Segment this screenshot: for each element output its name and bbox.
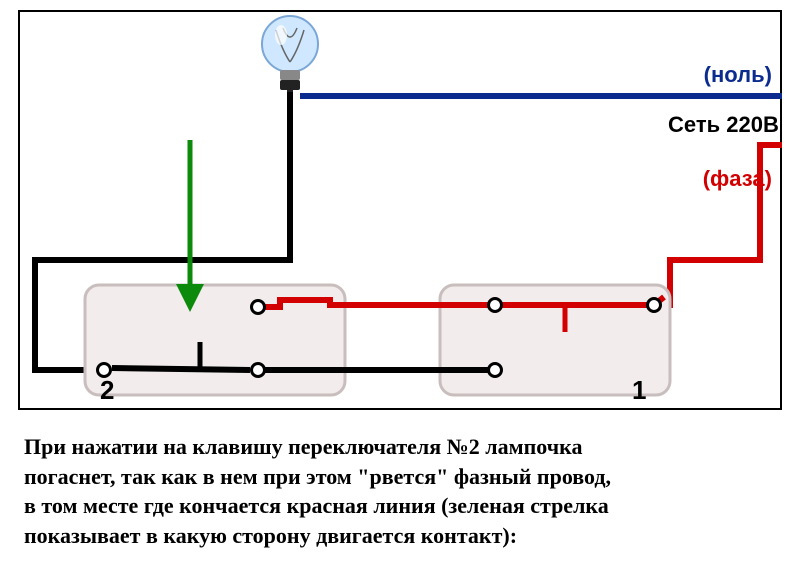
terminal-right-bottom: [487, 362, 503, 378]
light-bulb-icon: [262, 16, 318, 96]
terminal-left-bottom: [250, 362, 266, 378]
terminal-left-top: [250, 299, 266, 315]
switch2-lever: [112, 368, 250, 370]
phase-label: (фаза): [703, 166, 772, 192]
neutral-label: (ноль): [704, 62, 772, 88]
mains-label: Сеть 220В: [668, 112, 779, 138]
caption-line: При нажатии на клавишу переключателя №2 …: [24, 432, 776, 462]
caption-line: показывает в какую сторону двигается кон…: [24, 521, 776, 551]
caption-line: погаснет, так как в нем при этом "рвется…: [24, 462, 776, 492]
switch1-number: 1: [632, 375, 646, 406]
caption-line: в том месте где кончается красная линия …: [24, 491, 776, 521]
caption-text: При нажатии на клавишу переключателя №2 …: [24, 432, 776, 551]
terminal-right-top: [487, 297, 503, 313]
switch2-number: 2: [100, 375, 114, 406]
terminal-right-common: [646, 297, 662, 313]
direction-arrow-icon: [176, 140, 204, 312]
